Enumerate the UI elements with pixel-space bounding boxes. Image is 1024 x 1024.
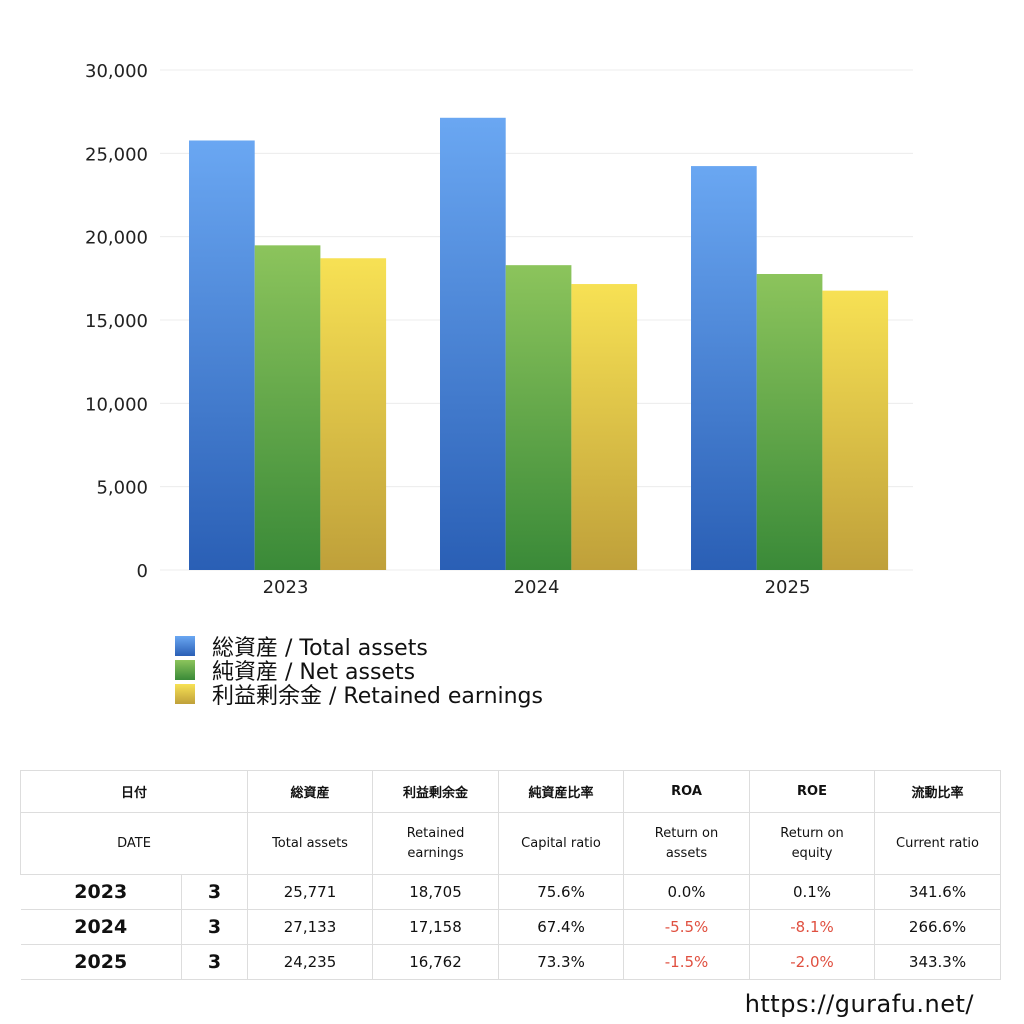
header-roa-en: Return on assets <box>623 812 751 875</box>
bar-total-assets-2024 <box>440 117 506 571</box>
legend-label-net-assets: 純資産 / Net assets <box>212 660 416 685</box>
cell-roa: 0.0% <box>623 874 751 910</box>
row-month: 3 <box>180 909 249 945</box>
cell-capital-ratio: 75.6% <box>498 874 625 910</box>
y-tick-label: 10,000 <box>85 394 148 415</box>
y-axis: 0 5,000 10,000 15,000 20,000 25,000 30,000 <box>85 61 148 582</box>
bar-net-assets-2025 <box>756 274 823 570</box>
cell-roe: -2.0% <box>749 944 876 980</box>
header-roe-jp: ROE <box>749 770 876 813</box>
header-total-assets-en: Total assets <box>247 812 374 875</box>
bar-retained-earnings-2024 <box>571 284 638 570</box>
header-retained-earnings-jp: 利益剰余金 <box>372 770 500 813</box>
financial-table: 日付 総資産 利益剰余金 純資産比率 ROA ROE 流動比率 DATE Tot… <box>19 770 1002 980</box>
cell-roa: -5.5% <box>623 909 751 945</box>
bar-total-assets-2023 <box>189 140 255 570</box>
bar-net-assets-2024 <box>505 265 572 570</box>
header-current-ratio-en: Current ratio <box>874 812 1002 875</box>
cell-retained-earnings: 18,705 <box>372 874 500 910</box>
y-tick-label: 5,000 <box>96 478 148 499</box>
x-tick-label: 2025 <box>765 577 811 598</box>
header-retained-earnings-en-text: Retained earnings <box>406 825 465 861</box>
header-roe-en-text: Return on equity <box>780 825 844 861</box>
header-capital-ratio-en: Capital ratio <box>498 812 625 875</box>
y-tick-label: 30,000 <box>85 61 148 82</box>
row-month: 3 <box>180 874 249 910</box>
bar-chart: 0 5,000 10,000 15,000 20,000 25,000 30,000 202… <box>85 61 913 598</box>
chart-legend: 総資産 / Total assets 純資産 / Net assets 利益剰余… <box>175 634 543 709</box>
x-tick-label: 2024 <box>514 577 560 598</box>
cell-current-ratio: 266.6% <box>874 909 1002 945</box>
row-year: 2023 <box>20 874 182 910</box>
y-tick-label: 15,000 <box>85 311 148 332</box>
header-total-assets-jp: 総資産 <box>247 770 374 813</box>
cell-current-ratio: 341.6% <box>874 874 1002 910</box>
header-roa-en-text: Return on assets <box>654 825 719 861</box>
header-date-jp: 日付 <box>19 770 249 813</box>
table-header-row-en: DATE Total assets Retained earnings Capi… <box>19 812 1002 875</box>
x-axis: 2023 2024 2025 <box>263 577 811 598</box>
table-row: 2023 3 25,771 18,705 75.6% 0.0% 0.1% 341… <box>20 874 1002 910</box>
bar-retained-earnings-2025 <box>822 290 889 570</box>
legend-item-total-assets: 総資産 / Total assets <box>175 634 543 661</box>
y-tick-label: 20,000 <box>85 228 148 249</box>
table-row: 2025 3 24,235 16,762 73.3% -1.5% -2.0% 3… <box>20 944 1002 980</box>
watermark-url: https://gurafu.net/ <box>744 990 974 1018</box>
legend-item-retained-earnings: 利益剰余金 / Retained earnings <box>175 682 543 709</box>
bar-retained-earnings-2023 <box>320 258 387 570</box>
cell-total-assets: 24,235 <box>247 944 374 980</box>
chart-bars <box>189 117 889 571</box>
legend-item-net-assets: 純資産 / Net assets <box>175 658 543 685</box>
y-tick-label: 25,000 <box>85 144 148 165</box>
cell-roe: 0.1% <box>749 874 876 910</box>
cell-retained-earnings: 17,158 <box>372 909 500 945</box>
cell-total-assets: 27,133 <box>247 909 374 945</box>
cell-capital-ratio: 73.3% <box>498 944 625 980</box>
header-retained-earnings-en: Retained earnings <box>372 812 500 875</box>
legend-label-total-assets: 総資産 / Total assets <box>212 636 428 661</box>
cell-roe: -8.1% <box>749 909 876 945</box>
header-date-en: DATE <box>19 812 249 875</box>
cell-current-ratio: 343.3% <box>874 944 1002 980</box>
bar-net-assets-2023 <box>254 245 321 571</box>
header-current-ratio-jp: 流動比率 <box>874 770 1002 813</box>
legend-swatch-total-assets <box>175 636 195 656</box>
row-year: 2025 <box>20 944 182 980</box>
row-month: 3 <box>180 944 249 980</box>
header-capital-ratio-jp: 純資産比率 <box>498 770 625 813</box>
legend-label-retained-earnings: 利益剰余金 / Retained earnings <box>212 684 543 709</box>
y-tick-label: 0 <box>137 561 148 582</box>
cell-roa: -1.5% <box>623 944 751 980</box>
cell-total-assets: 25,771 <box>247 874 374 910</box>
bar-total-assets-2025 <box>691 166 757 571</box>
x-tick-label: 2023 <box>263 577 309 598</box>
table-header-row-jp: 日付 総資産 利益剰余金 純資産比率 ROA ROE 流動比率 <box>19 770 1002 813</box>
cell-capital-ratio: 67.4% <box>498 909 625 945</box>
header-roa-jp: ROA <box>623 770 751 813</box>
table-row: 2024 3 27,133 17,158 67.4% -5.5% -8.1% 2… <box>20 909 1002 945</box>
cell-retained-earnings: 16,762 <box>372 944 500 980</box>
row-year: 2024 <box>20 909 182 945</box>
legend-swatch-net-assets <box>175 660 195 680</box>
header-roe-en: Return on equity <box>749 812 876 875</box>
legend-swatch-retained-earnings <box>175 684 195 704</box>
